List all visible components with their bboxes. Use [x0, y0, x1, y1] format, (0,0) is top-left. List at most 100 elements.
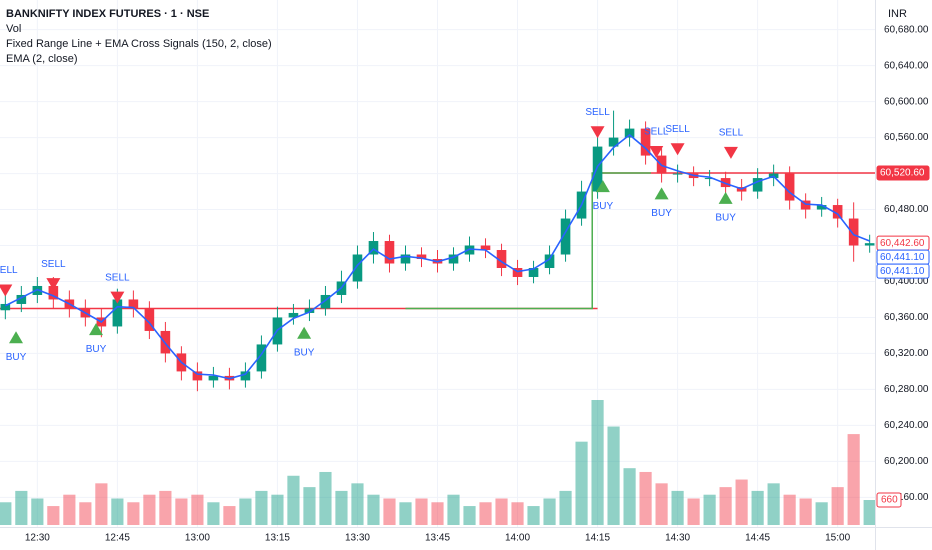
y-tick-label: 60,240.00	[884, 420, 929, 431]
volume-bar	[719, 487, 732, 525]
candle-body	[640, 128, 651, 156]
volume-bar	[415, 498, 428, 525]
axes: 60,160.00 60,200.00 60,240.00 60,280.00 60,3…	[25, 24, 930, 544]
candle-body	[704, 178, 715, 180]
volume-bar	[287, 475, 300, 525]
candle-body	[800, 200, 811, 210]
volume-bar	[63, 494, 76, 525]
volume-bar	[847, 434, 860, 525]
volume-bar	[383, 498, 396, 525]
x-tick-label: 13:00	[185, 533, 210, 544]
buy-marker	[595, 180, 610, 193]
legend-item: EMA (2, close)	[6, 53, 78, 65]
volume-bar	[559, 490, 572, 525]
sell-marker	[110, 291, 125, 304]
volume-bar	[367, 494, 380, 525]
signal-label: BUY	[651, 208, 672, 219]
range-line	[405, 172, 651, 310]
buy-marker	[9, 331, 24, 344]
y-tick-label: 60,480.00	[884, 204, 929, 215]
volume-pane	[0, 400, 875, 525]
candle-body	[848, 218, 859, 246]
volume-bar	[815, 502, 828, 525]
volume-bar	[447, 494, 460, 525]
y-tick-label: 60,280.00	[884, 384, 929, 395]
volume-bar	[431, 502, 444, 525]
buy-marker	[297, 326, 312, 339]
volume-label: 660	[881, 495, 898, 506]
volume-bar	[463, 506, 476, 525]
price-label: 60,441.10	[880, 266, 925, 277]
sell-marker	[670, 143, 685, 156]
volume-bar	[863, 500, 875, 525]
candle-body	[144, 308, 155, 331]
signal-label: BUY	[6, 352, 27, 363]
y-tick-label: 60,400.00	[884, 276, 929, 287]
signal-label: BUY	[593, 201, 614, 212]
candle-body	[448, 254, 459, 264]
candle-body	[256, 344, 267, 372]
volume-bar	[191, 494, 204, 525]
candle-body	[752, 178, 763, 192]
volume-bar	[575, 441, 588, 525]
sell-marker	[590, 126, 605, 139]
volume-bar	[831, 487, 844, 525]
price-label: 60,442.60	[880, 238, 925, 249]
y-tick-label: 60,160.00	[884, 492, 929, 503]
sell-marker	[0, 284, 13, 297]
candle-body	[304, 308, 315, 313]
price-label: 60,520.60	[880, 168, 925, 179]
y-tick-label: 60,360.00	[884, 312, 929, 323]
volume-bar	[687, 498, 700, 525]
x-tick-label: 15:00	[825, 533, 850, 544]
candle-body	[480, 245, 491, 251]
signal-label: SELL	[105, 272, 130, 283]
volume-bar	[335, 490, 348, 525]
volume-bar	[527, 506, 540, 525]
x-tick-label: 12:30	[25, 533, 50, 544]
candle-body	[624, 128, 635, 138]
candle-body	[608, 137, 619, 147]
candle-body	[832, 205, 843, 219]
ema-line	[4, 133, 870, 380]
volume-bar	[127, 502, 140, 525]
candle-body	[544, 254, 555, 268]
candle-body	[128, 299, 139, 309]
volume-bar	[495, 498, 508, 525]
volume-bar	[703, 494, 716, 525]
volume-bar	[159, 490, 172, 525]
chart-title: BANKNIFTY INDEX FUTURES · 1 · NSE	[6, 8, 209, 20]
candle-body	[720, 178, 731, 188]
signal-label: BUY	[294, 347, 315, 358]
x-tick-label: 14:00	[505, 533, 530, 544]
candle-body	[672, 173, 683, 175]
volume-bar	[351, 483, 364, 525]
candle-body	[592, 146, 603, 192]
candle-body	[368, 241, 379, 255]
candle-body	[384, 241, 395, 264]
volume-bar	[255, 490, 268, 525]
signal-label: SELL	[585, 107, 610, 118]
legend-item: Vol	[6, 23, 21, 35]
buy-marker	[654, 187, 669, 200]
volume-bar	[95, 483, 108, 525]
candle-body	[560, 218, 571, 255]
volume-bar	[271, 494, 284, 525]
volume-bar	[31, 498, 44, 525]
volume-bar	[623, 468, 636, 525]
candle-body	[784, 173, 795, 201]
x-tick-label: 14:45	[745, 533, 770, 544]
candle-body	[320, 294, 331, 309]
signal-label: SELL	[665, 124, 690, 135]
volume-bar	[783, 494, 796, 525]
volume-bar	[143, 494, 156, 525]
signal-label: BUY	[86, 344, 107, 355]
candle-body	[0, 303, 11, 311]
x-tick-label: 13:30	[345, 533, 370, 544]
signal-label: SELL	[719, 128, 744, 139]
candle-body	[352, 254, 363, 282]
volume-bar	[399, 502, 412, 525]
volume-bar	[479, 502, 492, 525]
